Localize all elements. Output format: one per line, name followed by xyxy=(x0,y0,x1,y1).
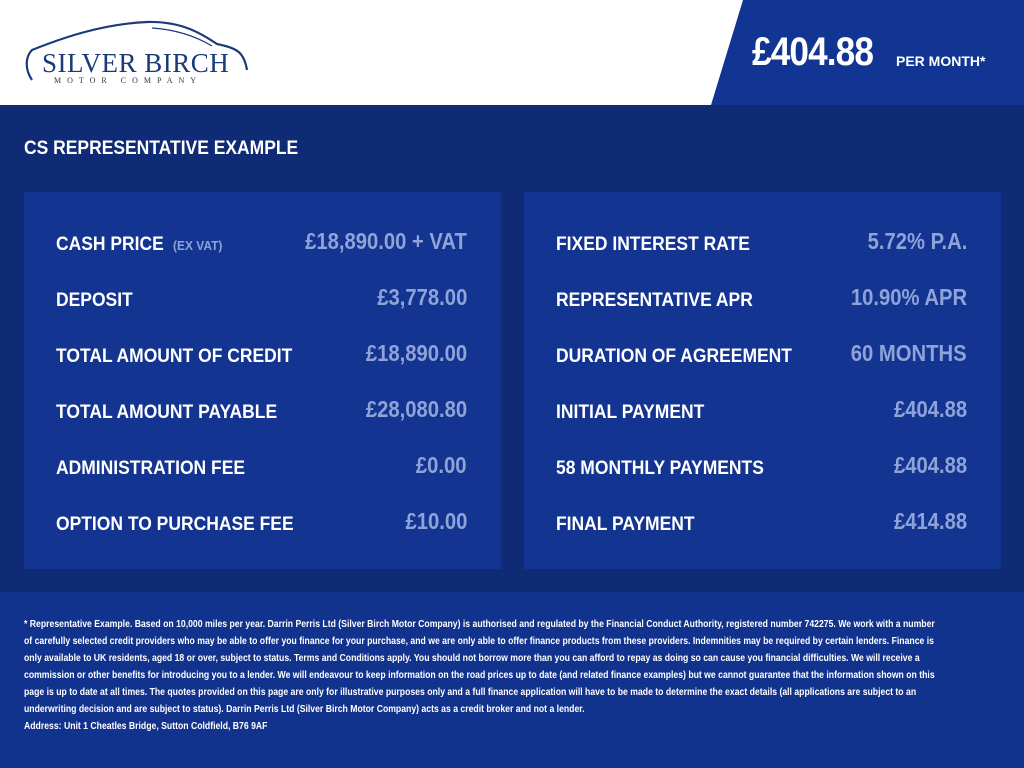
label: DEPOSIT xyxy=(56,290,133,311)
value: £404.88 xyxy=(893,452,967,478)
label: CASH PRICE xyxy=(56,234,164,255)
row-interest-rate: FIXED INTEREST RATE 5.72% P.A. xyxy=(556,228,967,258)
row-option-fee: OPTION TO PURCHASE FEE £10.00 xyxy=(56,508,467,538)
row-total-payable: TOTAL AMOUNT PAYABLE £28,080.80 xyxy=(56,396,467,426)
finance-panel-left: CASH PRICE (EX VAT) £18,890.00 + VAT DEPO… xyxy=(24,192,501,569)
logo-subtitle: MOTOR COMPANY xyxy=(54,76,203,85)
label: OPTION TO PURCHASE FEE xyxy=(56,514,294,535)
label: FIXED INTEREST RATE xyxy=(556,234,750,255)
row-admin-fee: ADMINISTRATION FEE £0.00 xyxy=(56,452,467,482)
value: 5.72% P.A. xyxy=(867,228,967,254)
value: £28,080.80 xyxy=(365,396,467,422)
row-duration: DURATION OF AGREEMENT 60 MONTHS xyxy=(556,340,967,370)
finance-panel-right: FIXED INTEREST RATE 5.72% P.A. REPRESENTA… xyxy=(524,192,1001,569)
value: £3,778.00 xyxy=(376,284,467,310)
label: REPRESENTATIVE APR xyxy=(556,290,753,311)
label: FINAL PAYMENT xyxy=(556,514,695,535)
value: 60 MONTHS xyxy=(851,340,967,366)
address-text: Address: Unit 1 Cheatles Bridge, Sutton … xyxy=(24,721,268,732)
logo-title: SILVER BIRCH xyxy=(42,48,230,78)
label: TOTAL AMOUNT OF CREDIT xyxy=(56,346,293,367)
section-title: CS REPRESENTATIVE EXAMPLE xyxy=(24,138,299,159)
value: £0.00 xyxy=(416,452,467,478)
row-final-payment: FINAL PAYMENT £414.88 xyxy=(556,508,967,538)
row-cash-price: CASH PRICE (EX VAT) £18,890.00 + VAT xyxy=(56,228,467,258)
value: £18,890.00 + VAT xyxy=(305,228,467,254)
note: (EX VAT) xyxy=(173,238,223,253)
value: £18,890.00 xyxy=(365,340,467,366)
label: ADMINISTRATION FEE xyxy=(56,458,246,479)
monthly-price: £404.88 xyxy=(752,30,874,74)
footer: * Representative Example. Based on 10,00… xyxy=(0,592,1024,768)
label: DURATION OF AGREEMENT xyxy=(556,346,792,367)
value: 10.90% APR xyxy=(850,284,967,310)
value: £10.00 xyxy=(405,508,467,534)
value: £404.88 xyxy=(893,396,967,422)
per-month-label: PER MONTH* xyxy=(896,53,986,69)
label: TOTAL AMOUNT PAYABLE xyxy=(56,402,278,423)
logo[interactable]: SILVER BIRCH MOTOR COMPANY xyxy=(22,18,252,88)
value: £414.88 xyxy=(893,508,967,534)
label: INITIAL PAYMENT xyxy=(556,402,705,423)
row-initial-payment: INITIAL PAYMENT £404.88 xyxy=(556,396,967,426)
row-apr: REPRESENTATIVE APR 10.90% APR xyxy=(556,284,967,314)
row-total-credit: TOTAL AMOUNT OF CREDIT £18,890.00 xyxy=(56,340,467,370)
disclaimer-text: * Representative Example. Based on 10,00… xyxy=(24,619,935,715)
row-deposit: DEPOSIT £3,778.00 xyxy=(56,284,467,314)
label: 58 MONTHLY PAYMENTS xyxy=(556,458,764,479)
car-outline-icon xyxy=(25,20,249,81)
row-monthly-payments: 58 MONTHLY PAYMENTS £404.88 xyxy=(556,452,967,482)
price-band xyxy=(711,0,1024,105)
